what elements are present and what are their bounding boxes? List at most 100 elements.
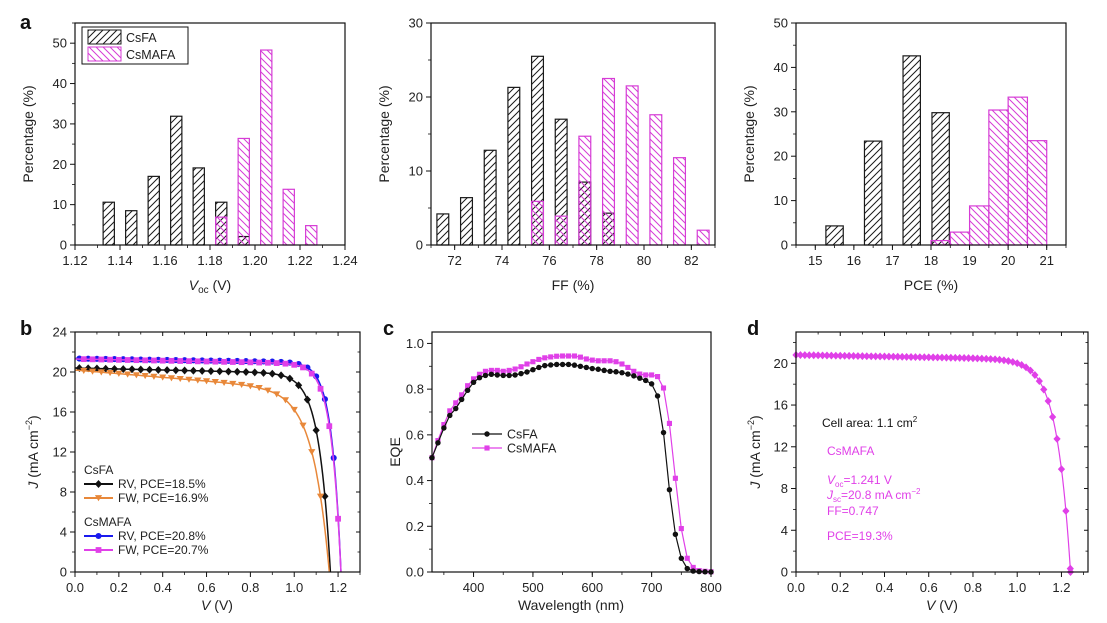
eqe-line-csfa xyxy=(431,363,712,573)
jvl-point xyxy=(854,352,862,361)
jv-legend-label: FW, PCE=16.9% xyxy=(118,491,209,505)
pce-ytick-label: 50 xyxy=(774,16,788,31)
jvl-ytick-label: 4 xyxy=(781,523,788,538)
jv-point xyxy=(98,356,105,363)
eqe-point xyxy=(530,366,536,373)
jv-point xyxy=(308,449,316,456)
cell-area-label: Cell area: 1.1 cm2 xyxy=(822,415,918,430)
jv-point xyxy=(273,391,281,398)
pce-histogram: 15 16 17 18 19 20 21 0 10 20 30 40 50 xyxy=(774,16,1067,268)
cell-area-text: Cell area: 1.1 cm xyxy=(822,416,913,430)
ff-bar-csmafa xyxy=(530,200,545,246)
eqe-ytick-label: 0.6 xyxy=(406,427,424,442)
jvl-frame xyxy=(795,331,1089,573)
eqe-point xyxy=(649,372,655,378)
voc-bar-csmafa xyxy=(237,137,250,246)
eqe-point xyxy=(518,364,524,370)
pce-ytick-label: 0 xyxy=(781,238,788,253)
jvl-ytick-label: 0 xyxy=(781,565,788,580)
jv-point xyxy=(229,380,237,387)
legend-label-csfa: CsFA xyxy=(126,31,157,45)
jvl-point xyxy=(836,351,844,360)
pce-bar-csfa xyxy=(825,225,844,246)
jsc-sub: sc xyxy=(833,495,841,504)
ff-bar-csmafa xyxy=(601,77,616,246)
jv-point xyxy=(137,365,145,374)
eqe-point xyxy=(672,531,679,538)
jv-xtick-label: 0.0 xyxy=(66,580,84,595)
jv-point xyxy=(224,367,233,376)
jv-point xyxy=(242,368,250,376)
eqe-point xyxy=(625,371,631,377)
jv-point xyxy=(115,356,122,363)
jvl-jsc-text: Jsc=20.8 mA cm−2 xyxy=(826,487,921,504)
eqe-point xyxy=(470,379,477,386)
jv-point xyxy=(186,358,192,365)
eqe-point xyxy=(530,359,536,365)
ff-ytick-label: 10 xyxy=(409,164,423,179)
voc-bar-csfa xyxy=(147,175,160,246)
legend-swatch-csfa xyxy=(87,29,122,45)
jv-xtick-label: 0.8 xyxy=(241,580,259,595)
jv-point xyxy=(312,426,320,435)
eqe-point xyxy=(643,372,649,378)
jvl-ylabel-unit: (mA cm xyxy=(747,430,763,481)
jv-ylabel-close: ) xyxy=(25,415,41,420)
jvl-point xyxy=(818,351,827,360)
eqe-ylabel: EQE xyxy=(387,437,403,467)
voc-ytick-label: 10 xyxy=(53,197,67,212)
jvl-point xyxy=(827,351,835,360)
jvl-ylabel-sup: −2 xyxy=(746,420,756,430)
eqe-ytick-label: 0.4 xyxy=(406,473,424,488)
eqe-point xyxy=(595,366,601,372)
eqe-point xyxy=(548,354,554,360)
eqe-point xyxy=(488,371,495,378)
jsc-main: J xyxy=(826,488,834,502)
voc-xtick-label: 1.12 xyxy=(62,253,87,268)
voc-xtick-label: 1.14 xyxy=(107,253,132,268)
eqe-point xyxy=(607,368,613,375)
eqe-point xyxy=(690,568,696,574)
jv-point xyxy=(150,373,158,380)
eqe-point xyxy=(470,376,477,382)
jvl-ytick-label: 8 xyxy=(781,481,788,496)
jv-point xyxy=(246,383,254,390)
jvl-point xyxy=(841,351,849,360)
eqe-point xyxy=(548,362,554,368)
jv-hysteresis-plot: 0.0 0.2 0.4 0.6 0.8 1.0 1.2 0 4 8 12 16 20 24 CsFA RV, … xyxy=(53,325,361,595)
jv-point xyxy=(151,357,157,364)
jvl-xtick-label: 1.2 xyxy=(1052,580,1070,595)
jv-point xyxy=(198,366,206,375)
jv-ytick-label: 8 xyxy=(60,485,67,500)
eqe-point xyxy=(684,555,690,561)
ff-bar-csfa xyxy=(483,149,497,246)
eqe-point xyxy=(678,526,684,532)
panel-label-b: b xyxy=(20,318,32,340)
jv-point xyxy=(238,381,246,389)
jv-point xyxy=(145,365,154,374)
jv-markers-3 xyxy=(80,356,341,522)
jvl-point xyxy=(991,355,999,364)
jv-point xyxy=(167,375,176,382)
jvl-device-name: CsMAFA xyxy=(827,444,874,458)
eqe-point xyxy=(583,356,589,362)
jvl-point xyxy=(1035,377,1043,386)
jvl-point xyxy=(867,352,875,361)
jvl-point xyxy=(885,352,893,361)
jv-point xyxy=(168,357,175,364)
voc-xtick-label: 1.22 xyxy=(287,253,312,268)
eqe-xtick-label: 700 xyxy=(641,580,663,595)
pce-ytick-label: 10 xyxy=(774,193,788,208)
jvl-point xyxy=(947,353,955,362)
jvl-ff-text: FF=0.747 xyxy=(827,504,879,518)
eqe-xtick-label: 600 xyxy=(581,580,603,595)
jv-legend-label: RV, PCE=20.8% xyxy=(118,529,206,543)
ff-ytick-label: 20 xyxy=(409,90,423,105)
jvl-point xyxy=(987,355,995,363)
jv-ytick-label: 4 xyxy=(60,525,67,540)
jvl-point xyxy=(1013,359,1021,368)
jv-series-group xyxy=(75,355,342,572)
jvl-point xyxy=(858,352,866,361)
eqe-markers-csfa xyxy=(429,361,714,575)
jv-point xyxy=(176,375,184,383)
